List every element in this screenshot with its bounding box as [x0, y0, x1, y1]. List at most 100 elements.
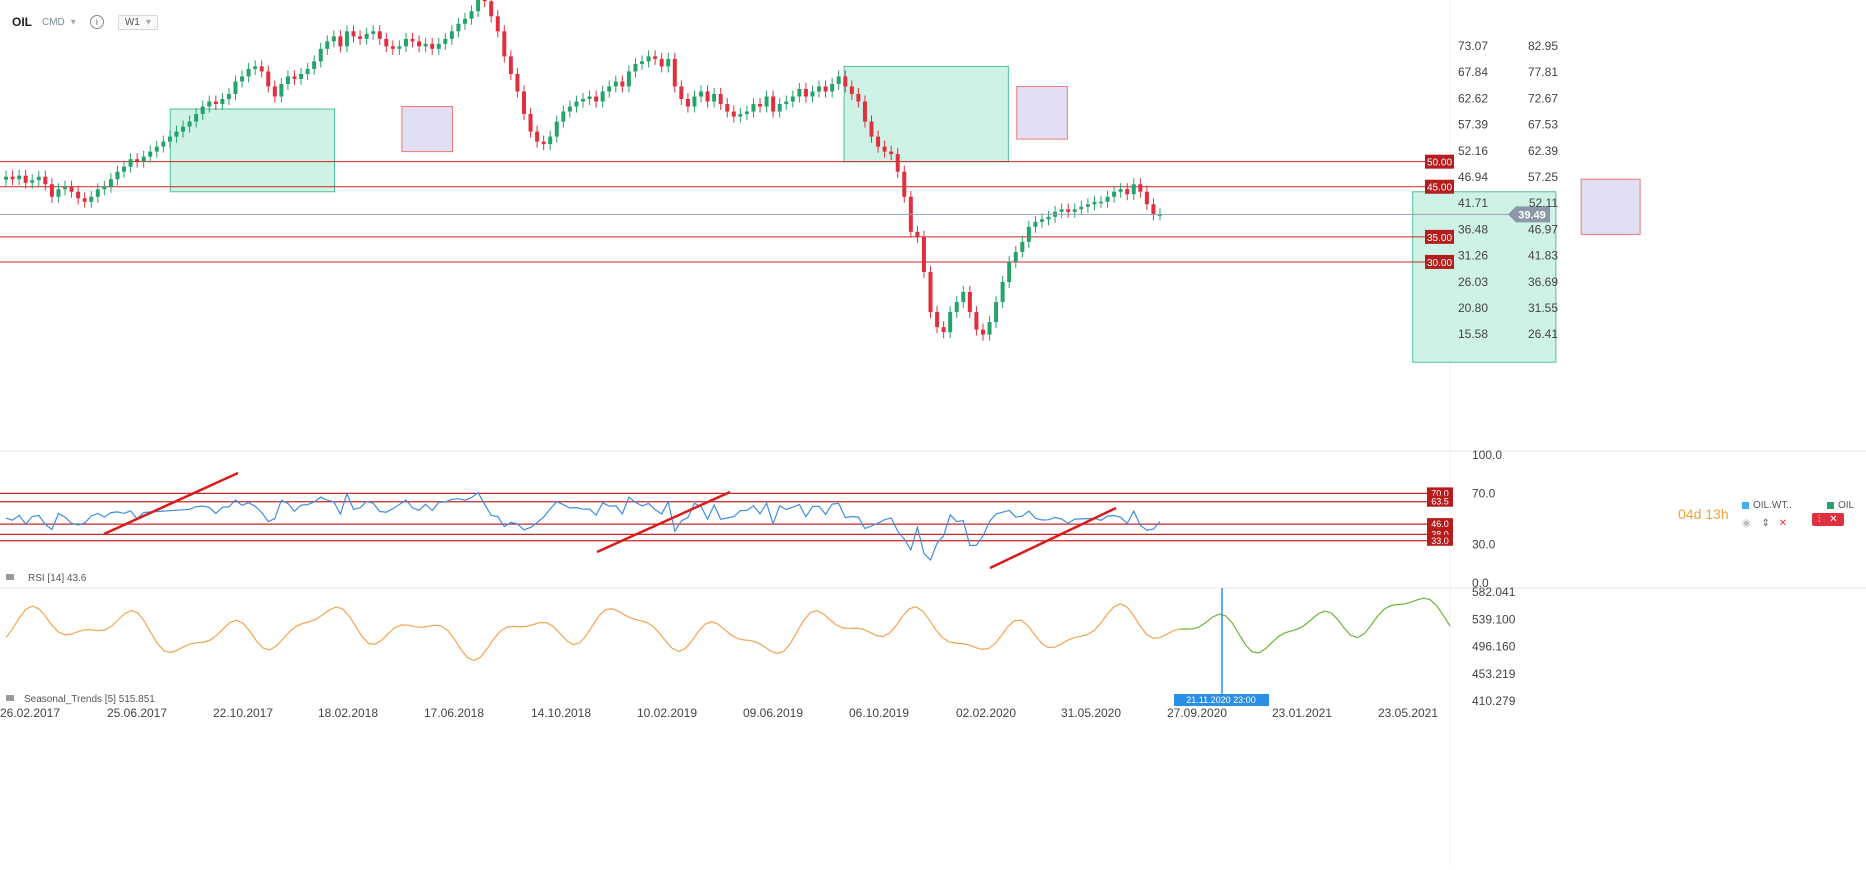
- candle-body: [653, 56, 658, 59]
- x-axis-tick: 22.10.2017: [213, 706, 273, 720]
- candle-body: [567, 106, 572, 112]
- candle-body: [1066, 209, 1071, 212]
- candle-body: [790, 96, 795, 102]
- candle-body: [266, 71, 271, 87]
- chevron-down-icon[interactable]: ▾: [70, 16, 76, 28]
- candle-body: [830, 83, 835, 92]
- candle-body: [390, 46, 395, 49]
- candle-body: [272, 86, 277, 97]
- price-level-tag: [1425, 254, 1454, 269]
- price-axis-left-tick: 26.03: [1458, 275, 1488, 289]
- candle-body: [679, 86, 684, 99]
- candle-body: [63, 186, 68, 190]
- candle-body: [49, 184, 54, 197]
- info-icon[interactable]: i: [89, 15, 104, 29]
- candle-body: [344, 31, 349, 47]
- seasonal-axis-tick: 410.279: [1472, 694, 1516, 708]
- candle-body: [476, 0, 481, 12]
- price-axis-right-tick: 62.39: [1528, 144, 1558, 158]
- candle-body: [305, 68, 310, 74]
- candle-body: [128, 159, 133, 167]
- candle-body: [771, 96, 776, 112]
- candle-body: [974, 312, 979, 330]
- price-level-tag: [1425, 229, 1454, 244]
- price-axis-right-tick: 82.95: [1528, 39, 1558, 53]
- candle-body: [725, 104, 730, 112]
- candle-body: [876, 136, 881, 147]
- highlight-box: [401, 106, 453, 153]
- price-axis-right-tick: 41.83: [1528, 249, 1558, 263]
- candle-body: [495, 16, 500, 32]
- close-icon[interactable]: ✕: [1778, 518, 1788, 529]
- candle-body: [469, 11, 474, 19]
- bar-timer: 04d 13h: [1678, 506, 1729, 522]
- price-axis-left-tick: 31.26: [1458, 249, 1488, 263]
- candle-body: [600, 91, 605, 102]
- candle-body: [430, 43, 435, 49]
- candle-body: [82, 198, 87, 202]
- candle-body: [1072, 209, 1077, 212]
- candle-body: [95, 189, 100, 197]
- candle-body: [581, 98, 585, 102]
- seasonal-pane-label: Seasonal_Trends [5] 515.851: [24, 694, 155, 705]
- price-axis-left-tick: 41.71: [1458, 196, 1488, 210]
- candle-body: [954, 302, 959, 313]
- rsi-level-tag: [1427, 518, 1453, 530]
- candle-body: [666, 58, 671, 67]
- seasonal-axis-tick: 539.100: [1472, 612, 1516, 626]
- highlight-box: [169, 108, 336, 193]
- candle-body: [246, 68, 251, 77]
- candle-body: [751, 104, 756, 112]
- symbol-label[interactable]: OIL: [12, 15, 32, 29]
- candle-body: [987, 322, 992, 335]
- candle-body: [797, 88, 802, 97]
- candle-body: [764, 96, 769, 107]
- candle-body: [141, 156, 146, 162]
- rsi-line: [5, 491, 1161, 562]
- close-icon[interactable]: ✕: [1829, 514, 1838, 525]
- legend-secondary[interactable]: OIL.WT..: [1742, 500, 1792, 511]
- candle-body: [364, 33, 369, 39]
- candle-body: [594, 96, 599, 102]
- legend-primary-controls: ⫶ ✕: [1812, 513, 1844, 526]
- candle-body: [259, 66, 264, 72]
- candle-body: [587, 96, 592, 99]
- reorder-icon[interactable]: ⇕: [1761, 518, 1770, 529]
- candle-body: [122, 166, 127, 172]
- candle-body: [777, 104, 782, 112]
- timeframe-select[interactable]: W1 ▾: [117, 14, 158, 30]
- candle-body: [397, 46, 402, 49]
- current-price-tag: [1508, 206, 1550, 223]
- candle-body: [331, 36, 336, 42]
- rsi-axis-tick: 30.0: [1472, 538, 1496, 552]
- candle-body: [403, 38, 408, 47]
- candle-body: [718, 93, 723, 105]
- candle-body: [1112, 191, 1117, 197]
- price-level-tag: [1425, 179, 1454, 194]
- candle-body: [895, 154, 900, 172]
- price-level-tag: [1425, 154, 1454, 169]
- price-axis-left-tick: 62.62: [1458, 91, 1488, 105]
- x-axis-tick: 18.02.2018: [318, 706, 378, 720]
- candles-icon[interactable]: ⫶: [1818, 514, 1821, 525]
- candle-body: [135, 159, 140, 162]
- candle-body: [181, 126, 186, 132]
- candle-body: [1092, 201, 1097, 205]
- price-axis-right-tick: 31.55: [1528, 301, 1558, 315]
- price-axis-right-tick: 67.53: [1528, 118, 1558, 132]
- price-level-label: 35.00: [1427, 233, 1452, 244]
- eye-icon[interactable]: ◉: [1742, 518, 1751, 529]
- chevron-down-icon: ▾: [145, 16, 151, 28]
- candle-body: [351, 31, 356, 37]
- candle-body: [980, 329, 985, 335]
- candle-body: [869, 121, 874, 137]
- candle-body: [554, 121, 559, 137]
- legend-primary[interactable]: OIL: [1827, 500, 1854, 511]
- seasonal-axis-tick: 496.160: [1472, 640, 1516, 654]
- x-axis-tick: 14.10.2018: [531, 706, 591, 720]
- price-level-label: 45.00: [1427, 183, 1452, 194]
- price-axis-left-tick: 36.48: [1458, 222, 1488, 236]
- candle-body: [1020, 241, 1025, 252]
